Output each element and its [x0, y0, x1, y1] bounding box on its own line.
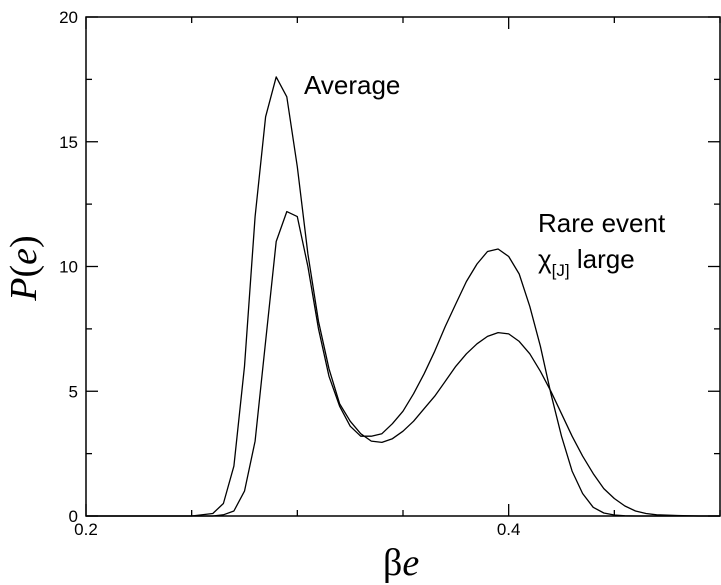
x-tick-label: 0.4 [497, 520, 521, 539]
x-axis-title-beta: β [383, 542, 402, 584]
annotation-average: Average [304, 70, 400, 100]
y-tick-label: 5 [69, 382, 78, 401]
y-axis-title-func: P [3, 277, 45, 301]
x-axis-title-var: e [402, 542, 419, 584]
tick-marks [85, 16, 721, 517]
x-tick-label: 0.2 [74, 520, 98, 539]
y-axis-title: P(e) [3, 235, 45, 301]
y-tick-label: 10 [59, 258, 78, 277]
y-tick-label: 15 [59, 133, 78, 152]
y-tick-label: 20 [59, 8, 78, 27]
annotation-rare-event: Rare event [538, 208, 666, 238]
tick-labels: 0 5 10 15 20 0.2 0.4 [59, 8, 520, 539]
x-axis-title: βe [383, 542, 419, 584]
series-line-0 [86, 76, 720, 517]
y-axis-title-close: ) [3, 235, 45, 248]
annotation-chi-tail: large [570, 244, 635, 274]
series-line-1 [86, 210, 720, 517]
annotation-chi-large: χ[J] large [538, 244, 635, 280]
y-axis-title-open: ( [3, 265, 45, 278]
y-tick-label: 0 [69, 507, 78, 526]
curves [86, 76, 720, 517]
annotation-chi-subscript: [J] [552, 261, 570, 280]
annotation-chi-symbol: χ [538, 244, 552, 274]
y-axis-title-var: e [3, 248, 45, 265]
